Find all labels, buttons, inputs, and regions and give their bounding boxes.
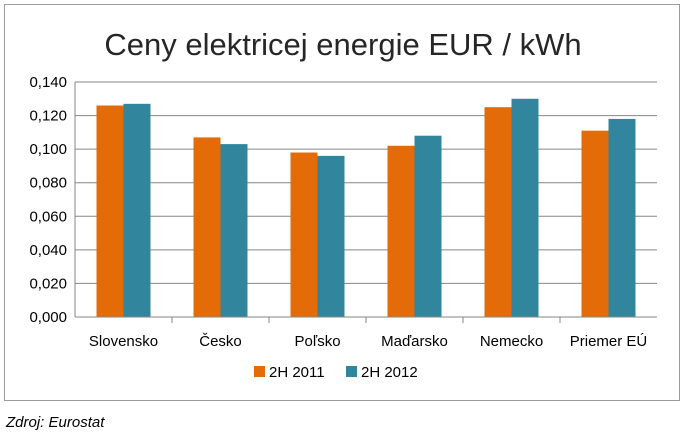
y-axis-ticks: 0,000 0,020 0,040 0,060 0,080 0,100 0,120 0,140 <box>29 74 67 326</box>
x-tick-label: Maďarsko <box>381 333 448 350</box>
legend-swatch <box>346 366 357 377</box>
y-tick-label: 0,120 <box>29 108 67 125</box>
y-tick-label: 0,000 <box>29 309 67 326</box>
bar <box>123 103 151 317</box>
bar <box>608 118 636 317</box>
chart: Ceny elektricej energie EUR / kWh 0,0000… <box>29 27 657 381</box>
bar <box>290 152 318 317</box>
y-tick-label: 0,140 <box>29 74 67 91</box>
bars <box>96 98 636 318</box>
y-tick-label: 0,040 <box>29 242 67 259</box>
x-tick-label: Priemer EÚ <box>570 333 648 350</box>
legend-label: 2H 2012 <box>361 364 418 381</box>
bar <box>96 105 124 317</box>
gridlines <box>75 81 657 284</box>
bar <box>581 130 609 317</box>
chart-title: Ceny elektricej energie EUR / kWh <box>104 27 581 62</box>
bar <box>414 135 442 317</box>
bar <box>317 155 345 317</box>
bar <box>193 137 221 317</box>
y-tick-label: 0,100 <box>29 141 67 158</box>
chart-frame: Ceny elektricej energie EUR / kWh 0,000 0… <box>4 4 680 401</box>
x-tick-label: Česko <box>199 333 242 350</box>
legend-label: 2H 2011 <box>269 364 325 381</box>
y-tick-label: 0,060 <box>29 208 67 225</box>
x-tick-label: Nemecko <box>480 333 543 350</box>
bar <box>511 98 539 318</box>
axes <box>74 82 657 323</box>
legend-swatch <box>254 366 265 377</box>
legend: 2H 2011 2H 2012 <box>254 364 418 381</box>
x-tick-label: Slovensko <box>89 333 158 350</box>
x-tick-label: Poľsko <box>294 333 340 350</box>
y-tick-label: 0,020 <box>29 275 67 292</box>
bar <box>387 145 415 317</box>
source-note: Zdroj: Eurostat <box>6 414 105 431</box>
y-tick-label: 0,080 <box>29 175 67 192</box>
x-axis-labels: Slovensko Česko Poľsko Maďarsko Nemecko Priem… <box>89 333 647 350</box>
bar <box>220 144 248 317</box>
bar <box>484 107 512 317</box>
